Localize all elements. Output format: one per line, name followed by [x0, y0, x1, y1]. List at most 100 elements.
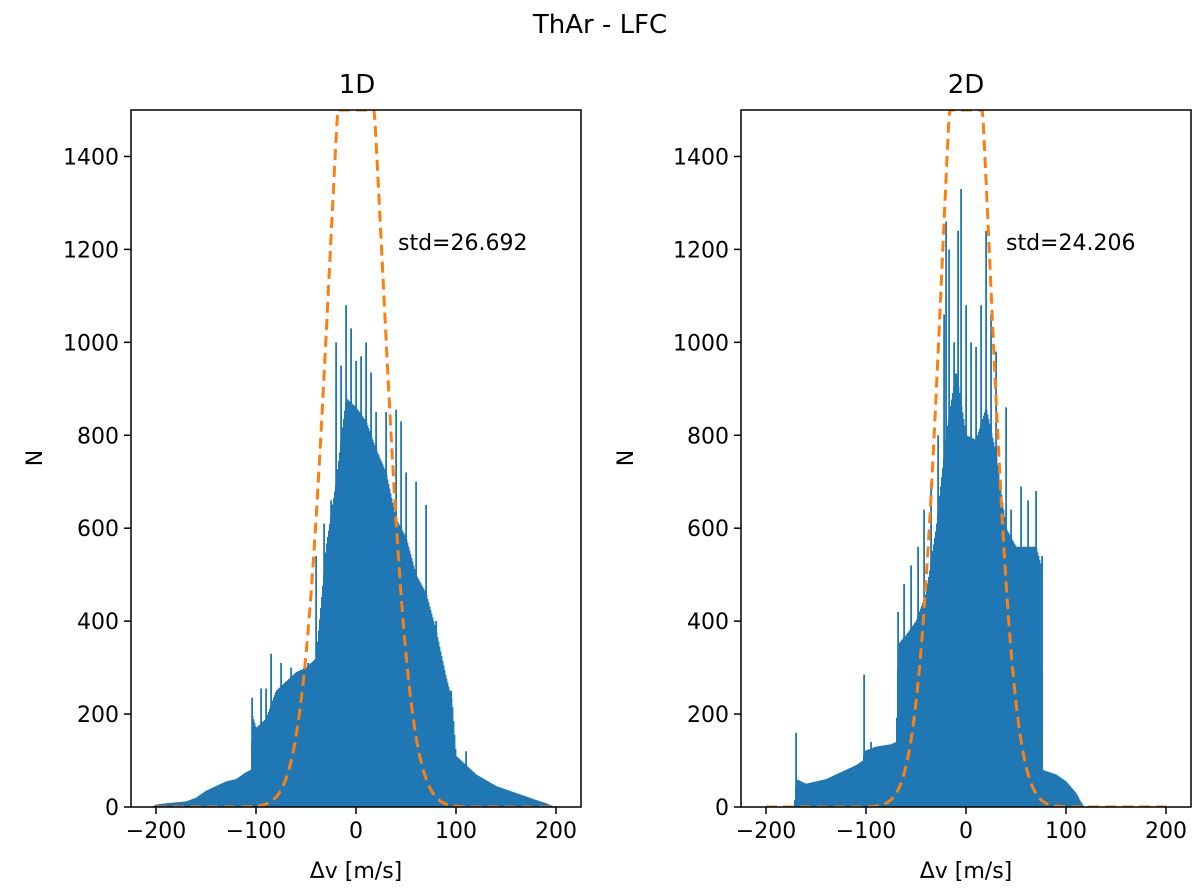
- histogram-bin-1d-197: [348, 400, 350, 807]
- histogram-bin-2d-25: [819, 780, 821, 807]
- histogram-bin-1d-278: [429, 606, 431, 807]
- histogram-bin-1d-193: [344, 410, 346, 807]
- histogram-bin-2d-79: [873, 747, 875, 807]
- histogram-spike-2d-13: [953, 342, 955, 807]
- histogram-bin-2d-29: [823, 779, 825, 807]
- histogram-bin-2d-262: [1056, 774, 1058, 807]
- histogram-bin-2d-249: [1043, 770, 1045, 807]
- histogram-bin-1d-138: [289, 678, 291, 807]
- histogram-bin-2d-140: [934, 537, 936, 807]
- histogram-bin-1d-343: [494, 785, 496, 807]
- histogram-spike-2d-21: [990, 314, 992, 807]
- histogram-bin-2d-251: [1045, 770, 1047, 807]
- histogram-bin-1d-279: [430, 609, 432, 807]
- histogram-bin-1d-135: [286, 681, 288, 807]
- histogram-bin-2d-18: [812, 782, 814, 807]
- histogram-spike-2d-28: [1041, 556, 1043, 807]
- histogram-bin-1d-188: [339, 452, 341, 807]
- histogram-bin-2d-23: [817, 781, 819, 807]
- histogram-bin-2d-21: [815, 781, 817, 807]
- histogram-bin-1d-308: [459, 759, 461, 807]
- histogram-bin-1d-298: [449, 690, 451, 807]
- histogram-bin-2d-15: [809, 782, 811, 807]
- histogram-bin-2d-205: [999, 479, 1001, 807]
- histogram-bin-2d-134: [928, 576, 930, 807]
- histogram-bin-1d-355: [506, 789, 508, 807]
- histogram-bin-1d-374: [525, 796, 527, 807]
- histogram-bin-1d-267: [418, 579, 420, 807]
- histogram-bin-1d-34: [185, 801, 187, 807]
- histogram-bin-1d-399: [550, 805, 552, 807]
- histogram-bin-1d-387: [538, 800, 540, 807]
- histogram-bin-1d-73: [224, 782, 226, 807]
- histogram-bin-1d-369: [520, 794, 522, 807]
- histogram-bin-2d-245: [1039, 559, 1041, 807]
- histogram-bin-2d-28: [822, 779, 824, 807]
- histogram-bin-1d-358: [509, 790, 511, 807]
- histogram-bin-1d-77: [228, 780, 230, 807]
- histogram-bin-1d-236: [387, 479, 389, 807]
- histogram-bin-2d-206: [1000, 487, 1002, 807]
- histogram-bin-1d-350: [501, 788, 503, 807]
- histogram-bin-2d-148: [942, 467, 944, 807]
- histogram-bin-1d-211: [362, 416, 364, 807]
- histogram-bin-1d-222: [373, 442, 375, 807]
- histogram-bin-2d-37: [831, 776, 833, 807]
- histogram-bin-1d-192: [343, 419, 345, 807]
- histogram-bin-1d-35: [186, 801, 188, 807]
- histogram-spike-2d-8: [930, 481, 932, 807]
- histogram-bin-1d-281: [432, 617, 434, 807]
- histogram-bin-2d-120: [914, 623, 916, 807]
- histogram-bin-1d-270: [421, 584, 423, 807]
- histogram-bin-2d-127: [921, 605, 923, 807]
- histogram-bin-2d-11: [805, 783, 807, 807]
- y-tick-label-1d-1: 200: [77, 703, 119, 728]
- histogram-bin-1d-344: [495, 785, 497, 807]
- histogram-bin-1d-26: [177, 802, 179, 807]
- histogram-bin-1d-25: [176, 802, 178, 807]
- histogram-bin-2d-44: [838, 773, 840, 807]
- histogram-bin-1d-89: [240, 775, 242, 807]
- histogram-bin-1d-107: [258, 725, 260, 807]
- histogram-bin-1d-386: [537, 800, 539, 807]
- histogram-bin-1d-176: [327, 537, 329, 807]
- histogram-bin-2d-157: [951, 399, 953, 807]
- histogram-spike-1d-13: [345, 305, 347, 807]
- histogram-bin-2d-222: [1016, 546, 1018, 807]
- histogram-bin-1d-243: [394, 511, 396, 807]
- y-tick-label-2d-1: 200: [687, 703, 729, 728]
- histogram-bin-2d-27: [821, 780, 823, 807]
- histogram-bin-2d-147: [941, 477, 943, 807]
- histogram-bin-2d-68: [862, 760, 864, 807]
- histogram-bin-2d-256: [1050, 772, 1052, 807]
- histogram-bin-2d-91: [885, 745, 887, 807]
- histogram-bin-1d-66: [217, 785, 219, 807]
- histogram-bin-2d-282: [1076, 793, 1078, 807]
- histogram-bin-2d-10: [804, 783, 806, 807]
- histogram-bin-2d-255: [1049, 772, 1051, 807]
- histogram-bin-1d-320: [471, 770, 473, 807]
- histogram-bin-1d-360: [511, 791, 513, 807]
- histogram-bin-2d-237: [1031, 546, 1033, 807]
- histogram-bin-1d-151: [302, 669, 304, 807]
- histogram-spike-2d-0: [795, 732, 797, 807]
- histogram-bin-2d-209: [1003, 509, 1005, 807]
- histogram-bin-1d-31: [182, 801, 184, 807]
- histogram-bin-1d-64: [215, 786, 217, 807]
- histogram-spike-2d-23: [1005, 407, 1007, 807]
- histogram-bin-2d-199: [993, 442, 995, 807]
- histogram-bin-1d-336: [487, 781, 489, 807]
- histogram-bin-2d-60: [854, 765, 856, 807]
- histogram-bin-1d-56: [207, 790, 209, 807]
- histogram-bin-1d-174: [325, 552, 327, 807]
- histogram-bin-1d-163: [314, 659, 316, 807]
- histogram-bin-2d-198: [992, 437, 994, 807]
- histogram-spike-1d-5: [290, 667, 292, 807]
- histogram-bin-2d-183: [977, 435, 979, 807]
- histogram-bin-2d-259: [1053, 773, 1055, 807]
- histogram-bin-1d-263: [414, 569, 416, 807]
- histogram-bin-2d-252: [1046, 771, 1048, 807]
- histogram-bin-2d-102: [896, 717, 898, 807]
- histogram-bin-1d-325: [476, 774, 478, 807]
- histogram-bin-1d-382: [533, 799, 535, 807]
